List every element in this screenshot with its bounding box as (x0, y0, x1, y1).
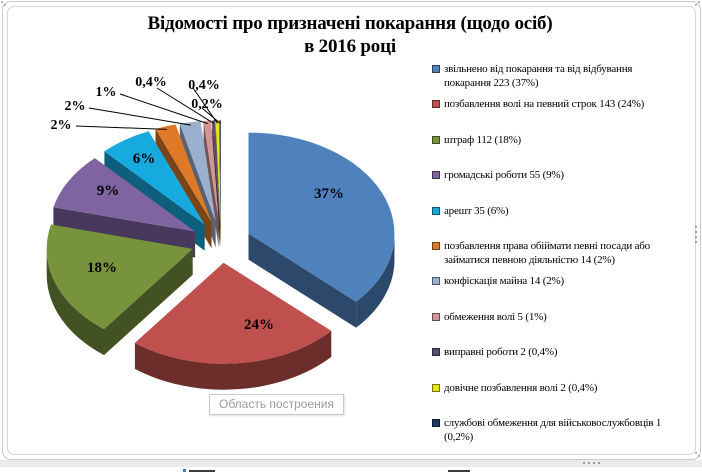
legend-item[interactable]: арешт 35 (6%) (432, 204, 684, 239)
pie-slice[interactable] (219, 120, 221, 248)
pie-slice-label: 0,2% (191, 97, 223, 112)
legend-item[interactable]: обмеження волі 5 (1%) (432, 310, 684, 345)
legend-marker (432, 206, 440, 215)
legend-item[interactable]: громадські роботи 55 (9%) (432, 168, 684, 203)
legend-label: громадські роботи 55 (9%) (444, 169, 564, 182)
legend-marker (432, 348, 440, 357)
legend-label: обмеження волі 5 (1%) (444, 310, 547, 323)
pie-chart[interactable]: 37% 24% 18% 9% 6% 2% 2% 1% 0,4% 0,4% 0,2% (16, 64, 436, 414)
legend-label: штраф 112 (18%) (444, 133, 522, 146)
legend-item[interactable]: довічне позбавлення волі 2 (0,4%) (432, 381, 684, 416)
legend-marker (432, 65, 440, 73)
legend-marker (432, 383, 440, 392)
legend-label: виправні роботи 2 (0,4%) (444, 346, 558, 359)
pie-slice[interactable] (46, 224, 193, 356)
resize-handle-top-left[interactable] (1, 1, 6, 6)
legend-marker (432, 277, 440, 286)
pie-slice[interactable] (203, 120, 219, 248)
resize-handle-top-right[interactable] (695, 1, 700, 6)
pie-slice[interactable] (248, 132, 395, 328)
pie-slice-label: 0,4% (188, 78, 220, 93)
callout-line (156, 87, 215, 124)
document-text-fragment (183, 469, 186, 472)
legend-item[interactable]: звільнено від покарання та від відбуванн… (432, 62, 684, 97)
legend-label: довічне позбавлення волі 2 (0,4%) (444, 381, 598, 394)
legend-label: звільнено від покарання та від відбуванн… (444, 63, 633, 89)
plot-area-tooltip: Область построения (209, 394, 344, 415)
legend-item[interactable]: позбавлення волі на певний строк 143 (24… (432, 97, 684, 132)
pie-slice-label: 6% (133, 151, 156, 167)
legend-item[interactable]: службові обмеження для військовослужбовц… (432, 416, 684, 451)
pie-slice-label: 9% (97, 183, 120, 199)
callout-line (119, 93, 208, 125)
legend-item[interactable]: конфіскація майна 14 (2%) (432, 274, 684, 309)
legend-marker (432, 241, 440, 250)
legend-marker (432, 418, 440, 427)
legend-label: арешт 35 (6%) (444, 204, 509, 217)
legend-label: службові обмеження для військовослужбовц… (444, 416, 662, 443)
resize-handle-bottom[interactable] (583, 462, 600, 464)
pie-slice-label: 37% (314, 186, 344, 202)
pie-slice[interactable] (134, 262, 332, 390)
legend-item[interactable]: штраф 112 (18%) (432, 133, 684, 168)
callout-line (75, 125, 167, 130)
resize-handle-right[interactable] (695, 226, 697, 243)
legend-label: позбавлення волі на певний строк 143 (24… (444, 98, 645, 111)
chart-title[interactable]: Відомості про призначені покарання (щодо… (10, 12, 690, 58)
legend-marker (432, 312, 440, 321)
legend-label: позбавлення права обіймати певні посади … (444, 239, 650, 266)
pie-slice-label: 1% (96, 85, 117, 100)
legend-item[interactable]: позбавлення права обіймати певні посади … (432, 239, 684, 274)
chart-title-line2: в 2016 році (304, 36, 396, 57)
pie-slice-label: 0,4% (135, 75, 167, 90)
legend-marker (432, 171, 440, 180)
legend-marker (432, 100, 440, 109)
document-background-band (0, 460, 702, 467)
document-text-fragment (189, 470, 215, 472)
legend-item[interactable]: виправні роботи 2 (0,4%) (432, 345, 684, 380)
resize-handle-bottom-right[interactable] (695, 452, 700, 457)
chart-legend[interactable]: звільнено від покарання та від відбуванн… (432, 62, 684, 454)
pie-slice-label: 2% (51, 118, 72, 133)
legend-label: конфіскація майна 14 (2%) (444, 275, 564, 288)
pie-slice-label: 2% (65, 99, 86, 114)
chart-title-line1: Відомості про призначені покарання (щодо… (147, 13, 553, 34)
callout-line (88, 107, 191, 126)
legend-marker (432, 135, 440, 144)
document-text-fragment (448, 470, 470, 472)
chart-object-frame[interactable] (2, 1, 701, 460)
pie-slice-label: 18% (87, 260, 117, 276)
callout-line (201, 107, 221, 124)
pie-slice-label: 24% (244, 317, 274, 333)
